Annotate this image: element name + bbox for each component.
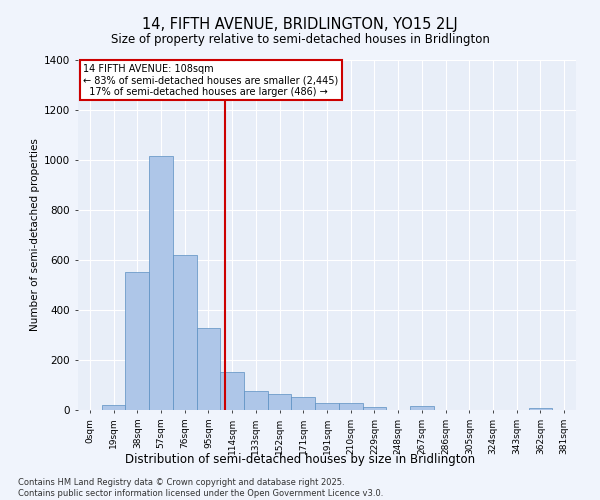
Text: Size of property relative to semi-detached houses in Bridlington: Size of property relative to semi-detach… [110,32,490,46]
Bar [220,372,244,410]
Bar [125,272,149,410]
Bar [102,405,125,410]
Bar [268,394,292,410]
Bar [149,156,173,410]
Bar [173,255,197,410]
Text: Distribution of semi-detached houses by size in Bridlington: Distribution of semi-detached houses by … [125,452,475,466]
Y-axis label: Number of semi-detached properties: Number of semi-detached properties [30,138,40,332]
Bar [362,407,386,410]
Text: Contains HM Land Registry data © Crown copyright and database right 2025.
Contai: Contains HM Land Registry data © Crown c… [18,478,383,498]
Text: 14, FIFTH AVENUE, BRIDLINGTON, YO15 2LJ: 14, FIFTH AVENUE, BRIDLINGTON, YO15 2LJ [142,18,458,32]
Bar [529,408,552,410]
Bar [339,403,362,410]
Bar [244,391,268,410]
Bar [292,397,315,410]
Bar [315,403,339,410]
Text: 14 FIFTH AVENUE: 108sqm
← 83% of semi-detached houses are smaller (2,445)
  17% : 14 FIFTH AVENUE: 108sqm ← 83% of semi-de… [83,64,338,96]
Bar [410,406,434,410]
Bar [197,328,220,410]
